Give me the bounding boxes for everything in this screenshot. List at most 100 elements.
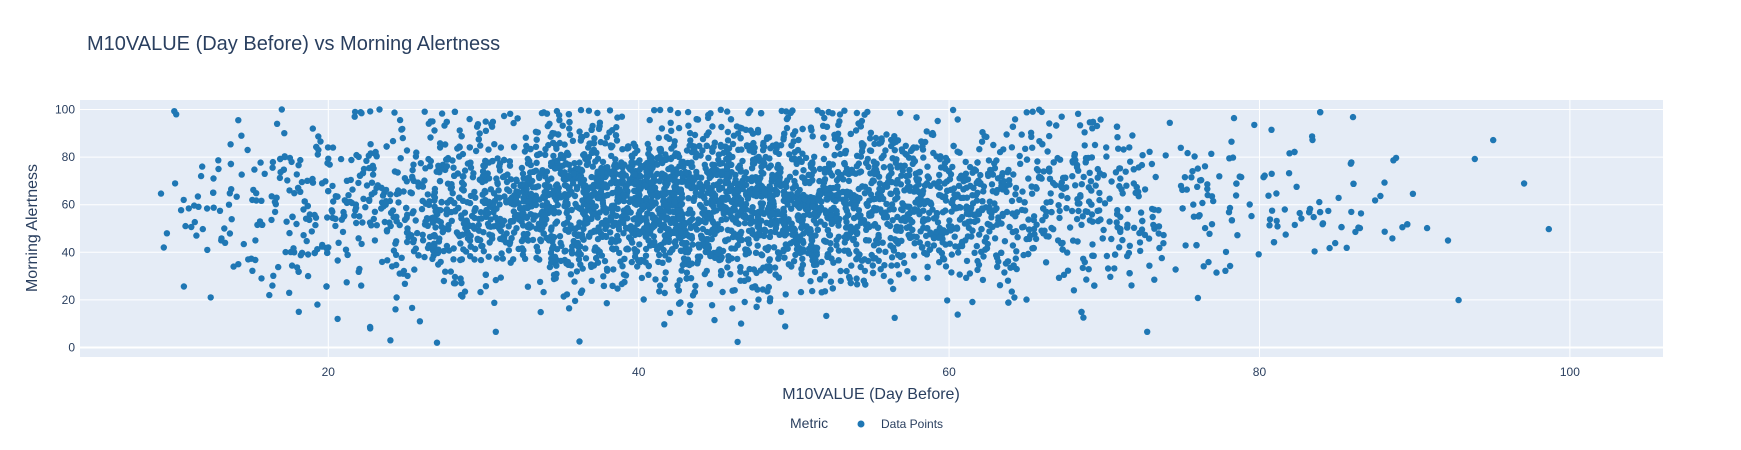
- scatter-point: [1046, 132, 1053, 140]
- scatter-point: [1166, 119, 1174, 127]
- scatter-point: [257, 159, 264, 166]
- scatter-point: [628, 152, 635, 159]
- scatter-point: [1137, 209, 1145, 216]
- scatter-point: [852, 202, 859, 209]
- scatter-point: [1093, 122, 1101, 130]
- scatter-point: [1311, 248, 1318, 255]
- scatter-point: [443, 118, 450, 126]
- scatter-point: [499, 236, 507, 243]
- scatter-point: [986, 204, 993, 211]
- scatter-point: [435, 238, 443, 245]
- scatter-point: [366, 219, 374, 226]
- scatter-point: [1007, 264, 1014, 271]
- scatter-point: [734, 241, 741, 249]
- scatter-point: [703, 179, 711, 187]
- scatter-point: [693, 226, 701, 233]
- scatter-point: [603, 265, 611, 272]
- scatter-point: [737, 320, 745, 327]
- scatter-point: [506, 239, 514, 246]
- legend[interactable]: Metric Data Points: [790, 415, 943, 431]
- scatter-point: [845, 211, 852, 219]
- scatter-point: [737, 264, 744, 271]
- scatter-point: [1222, 267, 1229, 274]
- scatter-point: [553, 181, 561, 188]
- scatter-point: [652, 276, 659, 283]
- scatter-point: [662, 151, 669, 158]
- scatter-point: [330, 198, 337, 205]
- scatter-point: [645, 262, 652, 270]
- scatter-point: [1124, 205, 1132, 213]
- scatter-point: [587, 261, 595, 268]
- scatter-point: [783, 124, 791, 132]
- scatter-point: [304, 177, 311, 184]
- scatter-point: [215, 165, 222, 173]
- scatter-point: [962, 176, 970, 184]
- scatter-point: [709, 123, 716, 130]
- scatter-point: [856, 195, 863, 202]
- scatter-point: [604, 164, 611, 171]
- scatter-point: [993, 252, 1000, 259]
- scatter-point: [300, 206, 307, 213]
- scatter-point: [1056, 156, 1064, 163]
- scatter-point: [1194, 165, 1202, 172]
- scatter-point: [1119, 236, 1126, 244]
- scatter-point: [788, 142, 795, 149]
- scatter-point: [311, 249, 318, 257]
- scatter-point: [730, 132, 738, 139]
- scatter-point: [1201, 163, 1209, 170]
- scatter-point: [906, 166, 913, 174]
- scatter-point: [437, 207, 444, 214]
- scatter-point: [477, 288, 484, 296]
- scatter-point: [1179, 205, 1186, 212]
- scatter-point: [642, 252, 650, 259]
- scatter-point: [742, 251, 749, 258]
- scatter-point: [991, 200, 998, 207]
- scatter-point: [738, 228, 745, 236]
- scatter-point: [1046, 120, 1053, 127]
- scatter-point: [1039, 217, 1046, 224]
- scatter-point: [1200, 263, 1207, 270]
- y-tick-label: 80: [62, 150, 76, 164]
- scatter-point: [760, 157, 767, 165]
- scatter-point: [1059, 246, 1066, 253]
- scatter-point: [203, 205, 211, 212]
- scatter-point: [1094, 207, 1101, 215]
- scatter-point: [1112, 169, 1120, 176]
- scatter-point: [521, 175, 528, 182]
- scatter-point: [893, 262, 901, 269]
- scatter-point: [1103, 252, 1111, 260]
- x-axis-title: M10VALUE (Day Before): [782, 386, 960, 403]
- scatter-point: [614, 180, 621, 187]
- scatter-point: [924, 240, 931, 248]
- scatter-point: [991, 235, 999, 242]
- scatter-point: [421, 108, 428, 115]
- scatter-point: [180, 283, 188, 290]
- scatter-point: [460, 173, 467, 180]
- scatter-point: [252, 256, 259, 264]
- scatter-point: [636, 166, 643, 173]
- scatter-point: [276, 174, 284, 182]
- scatter-point: [1124, 224, 1131, 231]
- scatter-point: [510, 182, 517, 190]
- scatter-point: [744, 175, 751, 183]
- scatter-point: [1347, 160, 1355, 167]
- scatter-point: [394, 169, 401, 176]
- scatter-point: [780, 136, 787, 143]
- scatter-point: [701, 161, 708, 168]
- scatter-point: [880, 195, 887, 202]
- scatter-point: [662, 269, 669, 276]
- scatter-point: [1080, 173, 1087, 181]
- scatter-point: [325, 187, 332, 195]
- scatter-point: [745, 236, 752, 243]
- scatter-point: [577, 261, 584, 268]
- scatter-point: [482, 157, 489, 165]
- scatter-point: [781, 130, 788, 137]
- scatter-point: [948, 208, 955, 215]
- scatter-point: [392, 306, 399, 313]
- scatter-point: [996, 282, 1004, 289]
- scatter-point: [958, 172, 965, 179]
- scatter-point: [1078, 221, 1085, 228]
- legend-label-data-points[interactable]: Data Points: [881, 417, 943, 431]
- scatter-point: [971, 249, 978, 256]
- scatter-point: [1085, 266, 1092, 273]
